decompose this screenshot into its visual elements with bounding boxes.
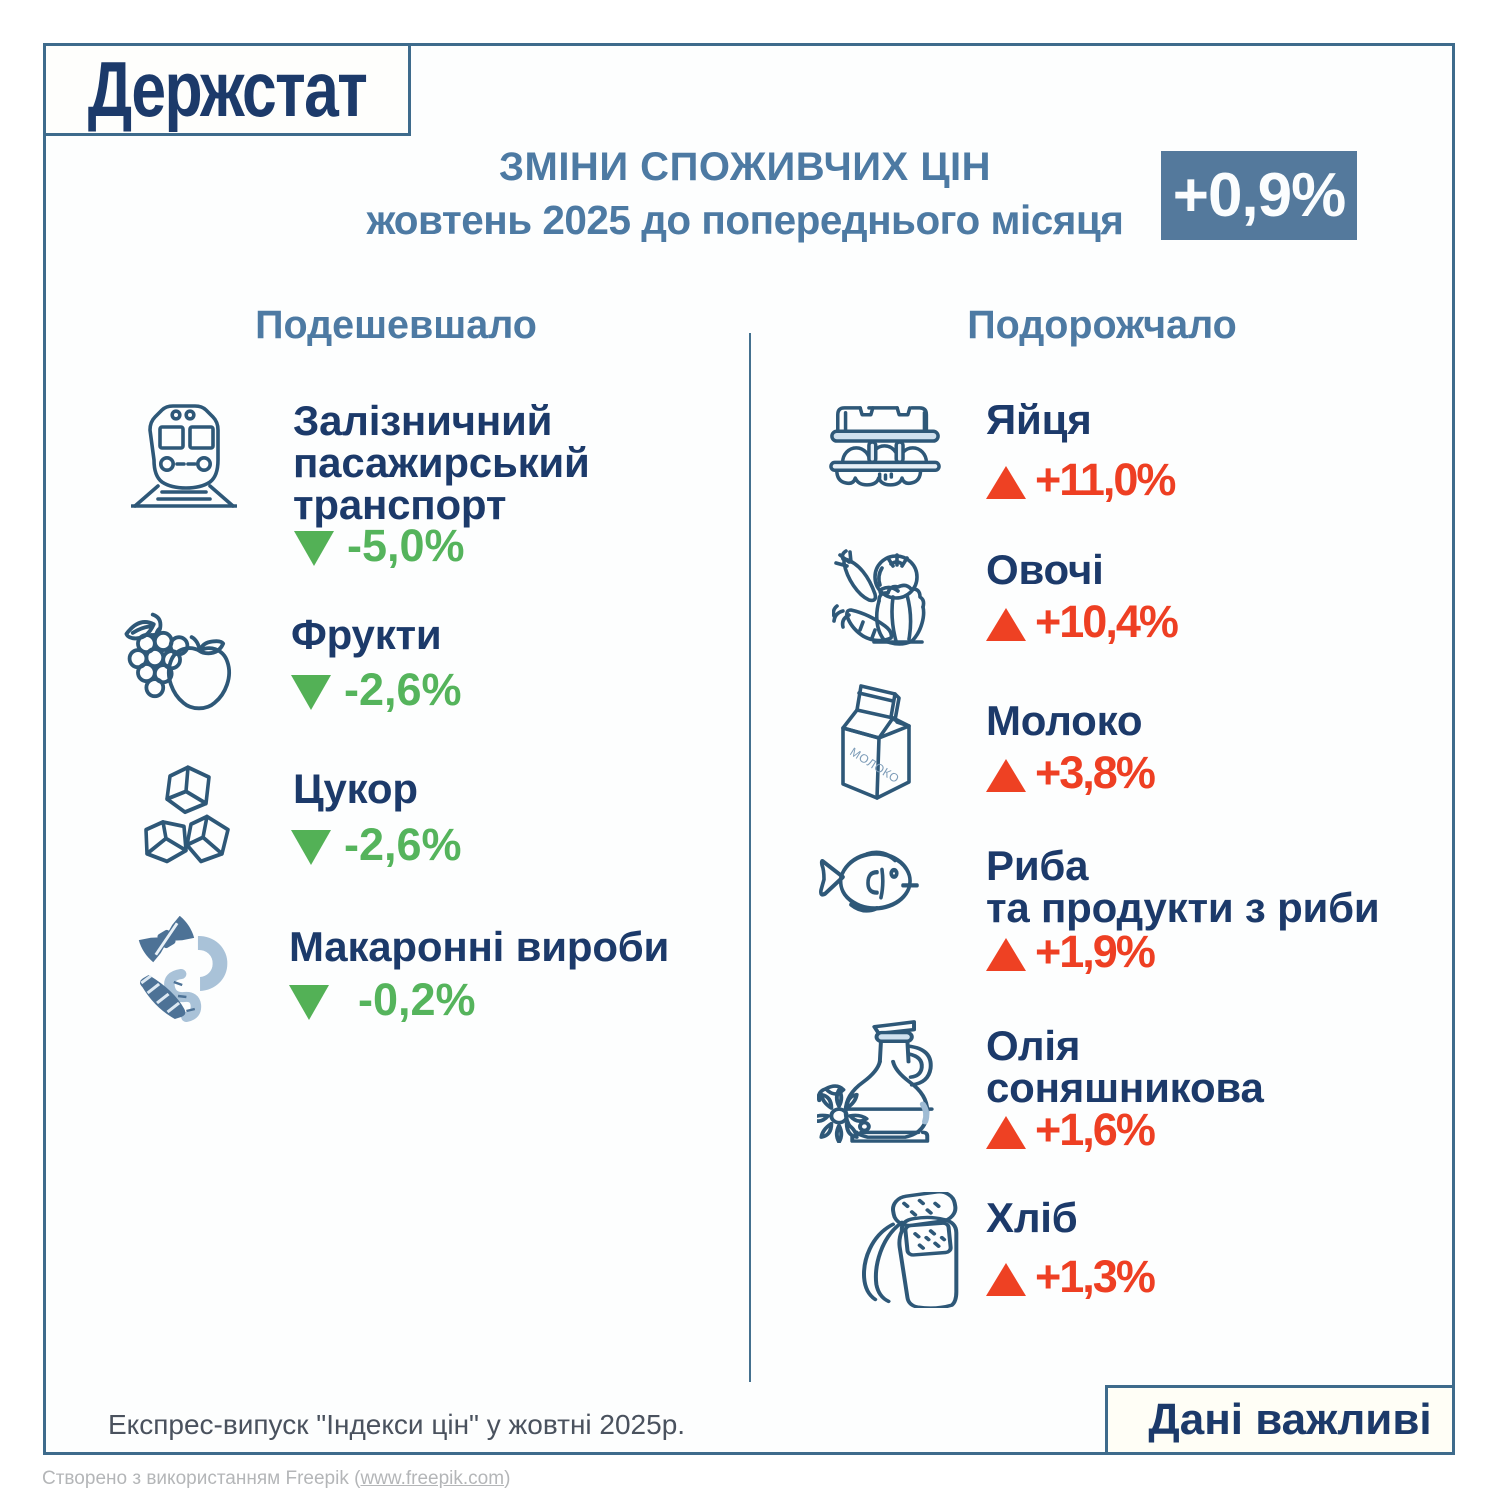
svg-text:МОЛОКО: МОЛОКО bbox=[847, 745, 902, 786]
